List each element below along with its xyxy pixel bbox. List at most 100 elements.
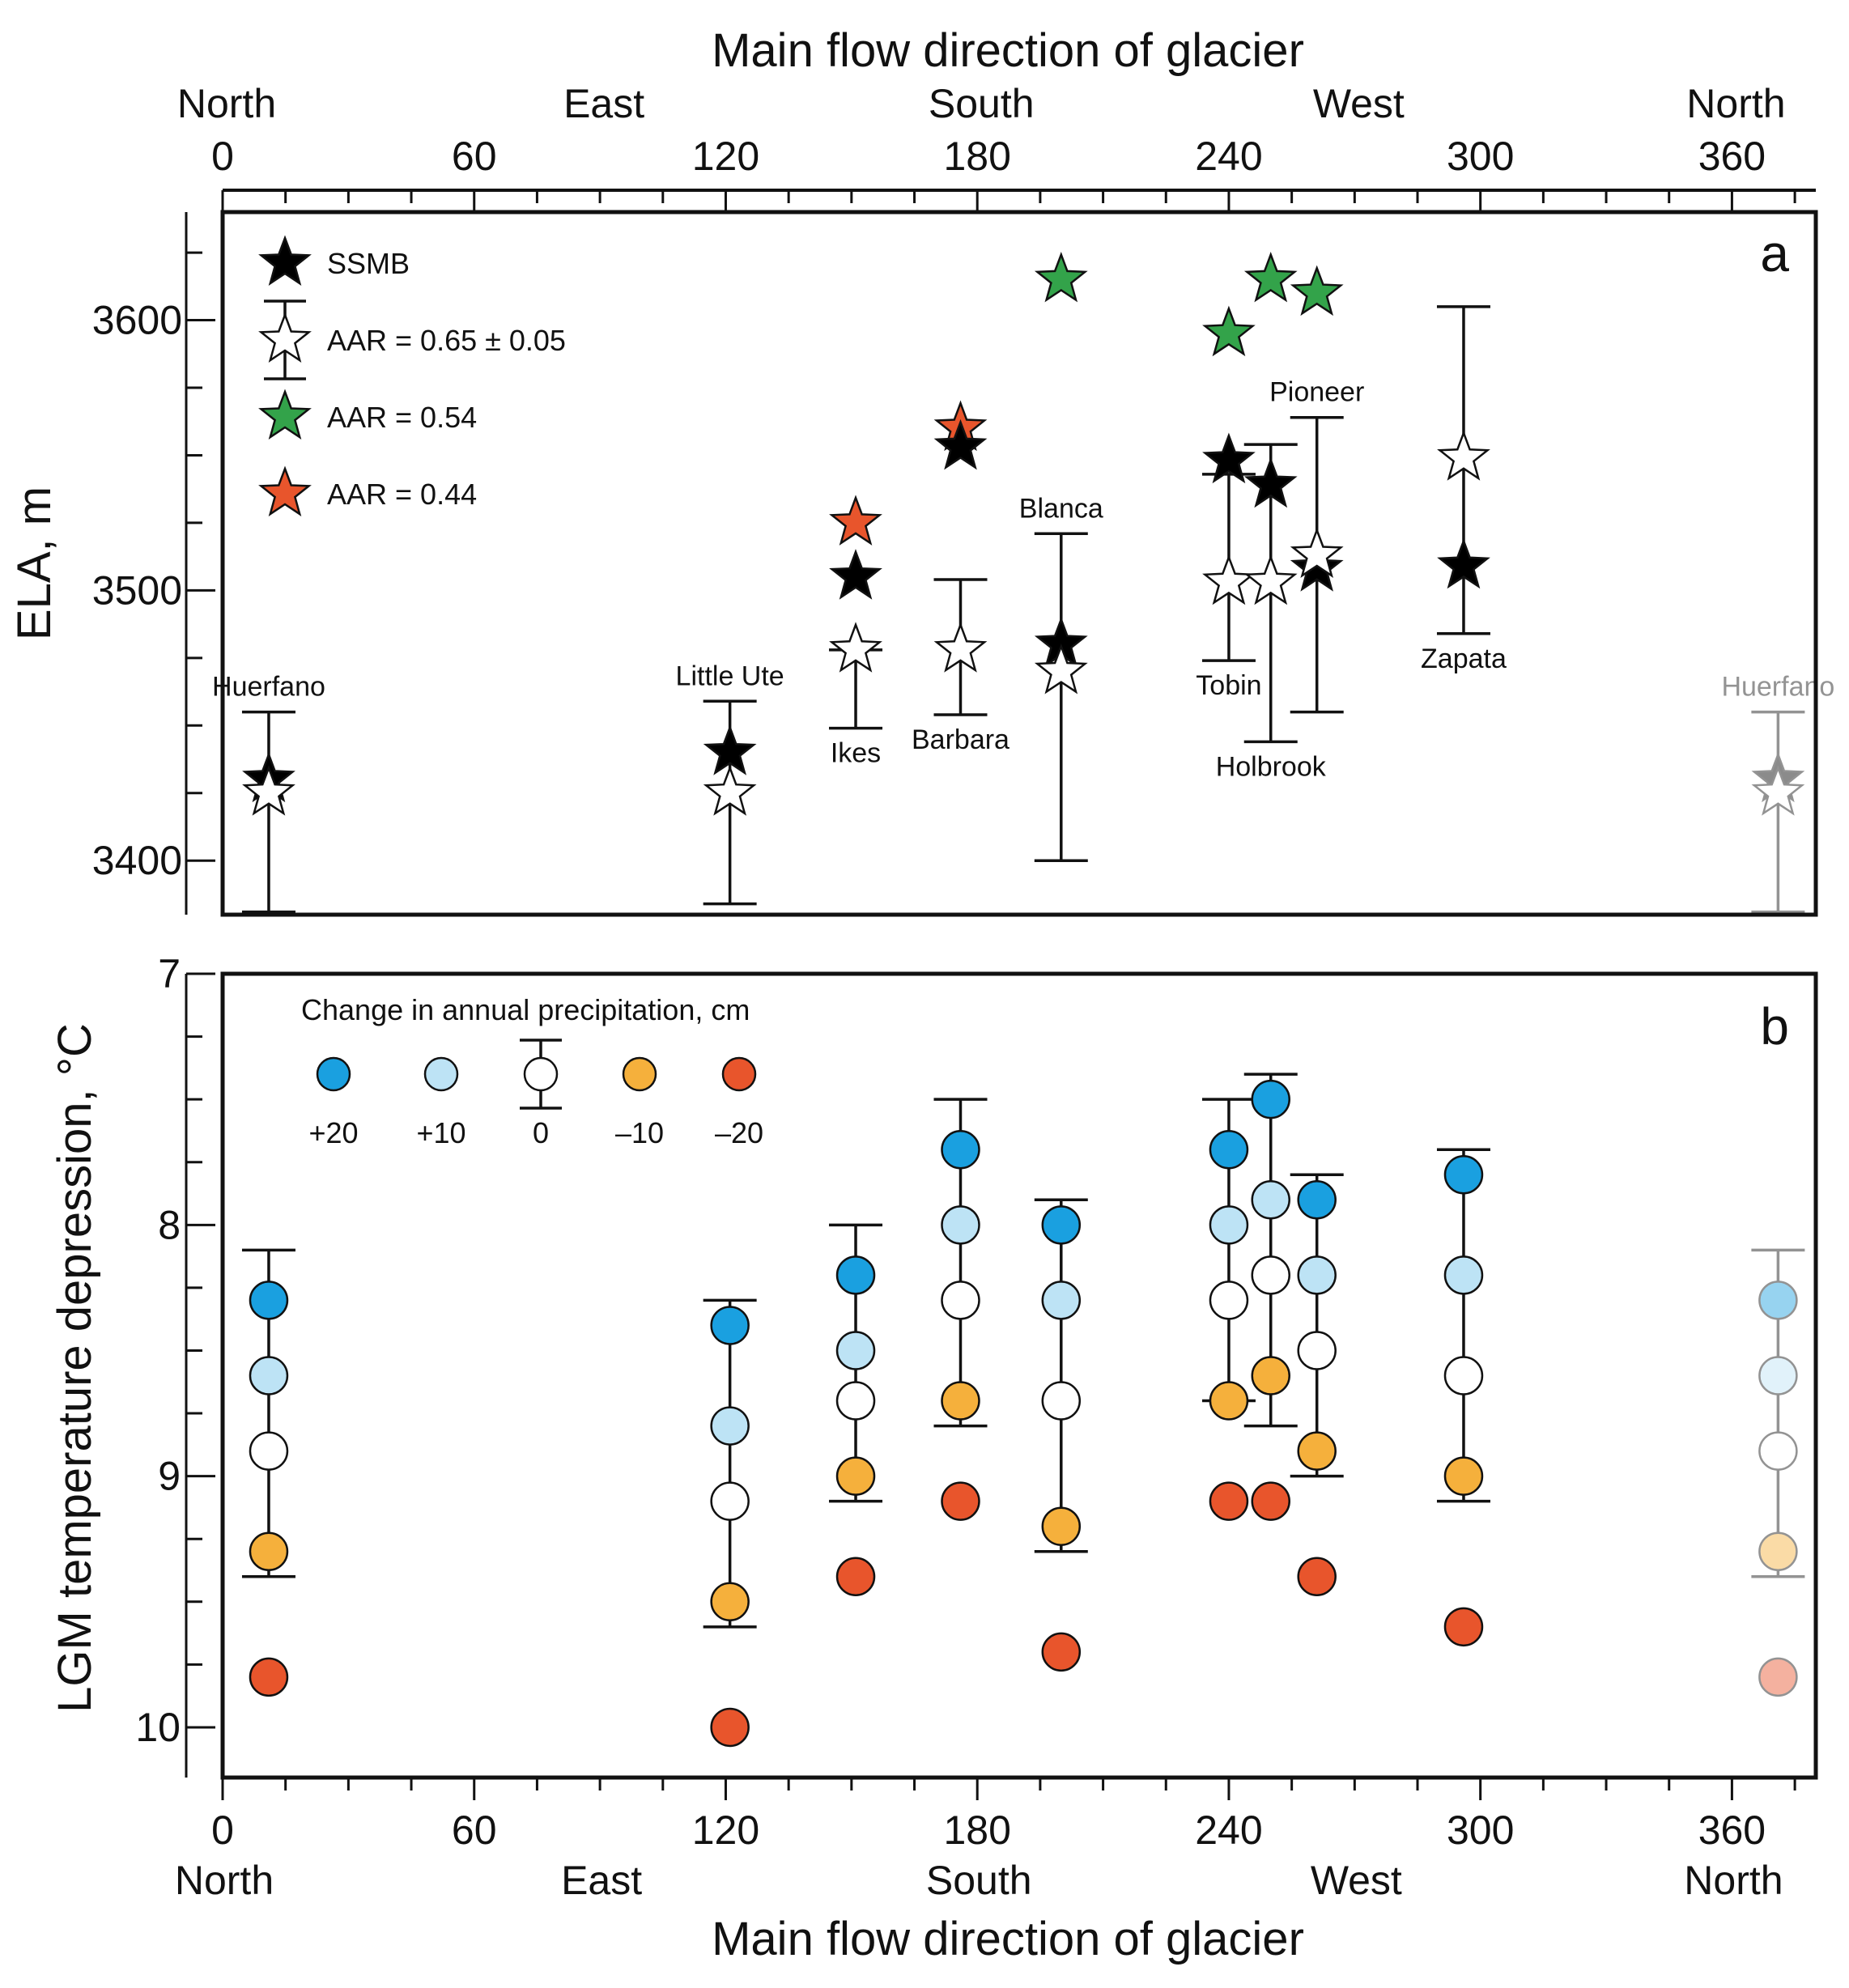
glacier-blanca: Blanca — [1019, 251, 1103, 862]
bottom-tick-label: 120 — [692, 1807, 759, 1853]
bottom-direction-label: West — [1311, 1858, 1402, 1903]
panel-b-frame — [220, 971, 1818, 1780]
legend-label: AAR = 0.65 ± 0.05 — [327, 324, 566, 357]
temp-point-m10 — [1758, 1531, 1798, 1571]
panel-a-y-tick-label: 3600 — [92, 298, 182, 343]
top-direction-label: South — [929, 81, 1035, 126]
temp-point-m10 — [249, 1531, 289, 1571]
panel-a-y-label: ELA, m — [8, 486, 61, 640]
legend-entry-aar044: AAR = 0.44 — [258, 465, 477, 516]
aar065-star — [703, 765, 757, 816]
top-axis-title: Main flow direction of glacier — [712, 24, 1304, 77]
aar054-star — [1202, 305, 1256, 357]
legend-entry-aar054: AAR = 0.54 — [258, 389, 477, 440]
temp-point-m20 — [1251, 1481, 1290, 1521]
ssmb-star — [1751, 751, 1805, 803]
legend-label: AAR = 0.54 — [327, 401, 477, 434]
panel-b-y-label: LGM temperature depression, °C — [49, 1023, 101, 1713]
panel-b-y-axis: 7 8 9 10 — [135, 951, 215, 1778]
aar044-star — [829, 495, 882, 546]
temp-point-p0 — [1251, 1255, 1290, 1295]
glacier-label: Holbrook — [1216, 751, 1327, 782]
temp-point-p10 — [1209, 1205, 1249, 1245]
panel-a-y-tick-label: 3400 — [92, 838, 182, 883]
temp-point-p0 — [941, 1281, 980, 1320]
aar065-star — [242, 765, 295, 816]
glacier-zapata: Zapata — [1421, 305, 1507, 674]
temp-point-p20 — [249, 1281, 289, 1320]
temp-point-p10 — [835, 1331, 876, 1370]
temp-blanca — [1034, 1198, 1088, 1672]
temp-point-m10 — [1041, 1506, 1082, 1546]
legend-star-icon — [258, 312, 312, 363]
temp-huerfano — [1751, 1248, 1805, 1697]
temp-point-m20 — [710, 1707, 750, 1748]
temp-point-m20 — [835, 1557, 876, 1596]
legend-label: SSMB — [327, 247, 410, 280]
temp-point-p0 — [1041, 1381, 1082, 1421]
glacier-huerfano: Huerfano — [212, 672, 325, 914]
temp-point-p0 — [1443, 1356, 1484, 1395]
top-tick-label: 120 — [692, 134, 759, 179]
panel-a-marks: Huerfano Little Ute Ikes Barbara Blanca Tobin… — [212, 251, 1834, 914]
temp-point-p10 — [249, 1356, 289, 1395]
temp-point-m20 — [1209, 1481, 1249, 1521]
aar065-star — [1034, 643, 1088, 695]
temp-pioneer — [1290, 1173, 1344, 1596]
bottom-tick-label: 360 — [1698, 1807, 1766, 1853]
glacier-tobin: Tobin — [1196, 305, 1262, 701]
temp-point-p0 — [249, 1431, 289, 1471]
top-tick-label: 240 — [1195, 134, 1262, 179]
aar065-star — [1751, 765, 1805, 816]
bottom-tick-label: 240 — [1195, 1807, 1262, 1853]
temp-point-p10 — [1041, 1281, 1082, 1320]
top-tick-labels: 0 60 120 180 240 300 360 — [211, 134, 1766, 179]
precip-legend-label: 0 — [533, 1116, 549, 1149]
temp-point-m10 — [1297, 1431, 1337, 1471]
legend-entry-aar065: AAR = 0.65 ± 0.05 — [258, 299, 566, 380]
temp-point-m10 — [1251, 1356, 1290, 1395]
temp-point-p20 — [835, 1255, 876, 1295]
panel-b-marks — [241, 1073, 1805, 1748]
temp-huerfano — [241, 1248, 295, 1697]
bottom-x-axis — [221, 1776, 1816, 1800]
ssmb-star — [933, 418, 988, 470]
temp-point-m20 — [1297, 1557, 1337, 1596]
aar065-star — [1290, 527, 1344, 578]
legend-circle-icon — [523, 1056, 559, 1092]
glacier-barbara: Barbara — [912, 400, 1010, 755]
temp-ikes — [829, 1223, 883, 1596]
aar054-star — [1034, 251, 1088, 303]
temp-little-ute — [703, 1298, 757, 1748]
temp-point-p10 — [710, 1406, 750, 1446]
panel-a-frame — [220, 210, 1818, 917]
legend-star-icon — [258, 465, 312, 516]
temp-point-m10 — [1209, 1381, 1249, 1421]
top-direction-label: North — [1686, 81, 1785, 126]
ssmb-star — [703, 724, 757, 775]
temp-point-p0 — [1297, 1331, 1337, 1370]
aar065-star — [1437, 430, 1490, 481]
glacier-label: Zapata — [1421, 644, 1507, 674]
glacier-label: Little Ute — [676, 661, 784, 691]
ssmb-star — [1202, 432, 1256, 484]
aar065-star — [829, 622, 882, 673]
temp-point-p10 — [1443, 1255, 1484, 1295]
top-direction-label: East — [563, 81, 644, 126]
ssmb-star — [829, 549, 882, 600]
legend-label: AAR = 0.44 — [327, 478, 477, 511]
precip-legend-label: +10 — [416, 1116, 465, 1149]
bottom-axis-title: Main flow direction of glacier — [712, 1913, 1304, 1965]
precip-legend-label: +20 — [308, 1116, 358, 1149]
bottom-direction-label: South — [926, 1858, 1032, 1903]
legend-circle-icon — [721, 1056, 757, 1092]
bottom-tick-label: 60 — [452, 1807, 497, 1853]
temp-point-p10 — [941, 1205, 980, 1245]
precip-legend-entry-p20: +20 — [308, 1056, 359, 1149]
temp-point-p0 — [1758, 1431, 1798, 1471]
bottom-direction-label: North — [1684, 1858, 1783, 1903]
bottom-direction-labels: North East South West North — [175, 1858, 1783, 1903]
temp-point-m10 — [1443, 1456, 1484, 1496]
bottom-direction-label: North — [175, 1858, 274, 1903]
ssmb-star — [1437, 537, 1490, 589]
